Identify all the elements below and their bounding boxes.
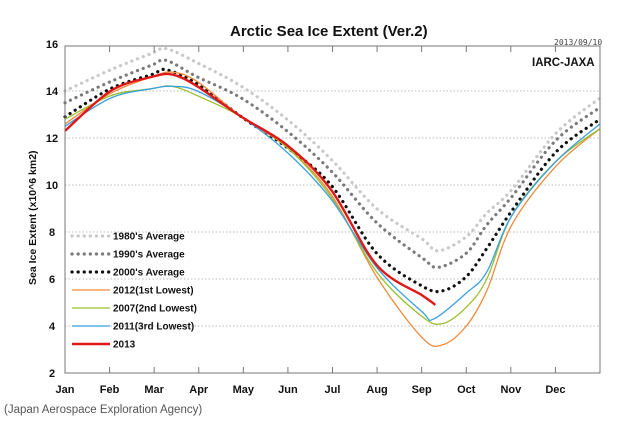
y-tick-label: 4	[49, 321, 56, 333]
legend-label: 2007(2nd Lowest)	[113, 304, 197, 315]
x-tick-label: Mar	[144, 384, 164, 396]
legend-label: 1990's Average	[113, 250, 185, 261]
y-tick-label: 10	[46, 180, 58, 192]
x-tick-label: Jan	[56, 384, 75, 396]
legend-label: 2012(1st Lowest)	[113, 286, 194, 297]
legend-label: 2000's Average	[113, 268, 185, 279]
series-line-2000-s-average	[63, 67, 602, 294]
legend-label: 2013	[113, 340, 136, 351]
chart-title: Arctic Sea Ice Extent (Ver.2)	[230, 23, 428, 40]
date-stamp: 2013/09/10	[554, 38, 602, 47]
x-tick-label: Aug	[366, 384, 387, 396]
y-tick-label: 14	[46, 86, 59, 98]
y-tick-label: 2	[49, 368, 55, 380]
y-tick-label: 8	[49, 227, 55, 239]
series-line-1990-s-average	[63, 58, 602, 269]
x-tick-label: Apr	[189, 384, 209, 396]
x-tick-label: Oct	[457, 384, 476, 396]
legend-label: 2011(3rd Lowest)	[113, 322, 194, 333]
series-line-2013	[64, 72, 437, 306]
x-tick-label: Feb	[100, 384, 120, 396]
x-tick-label: Jul	[325, 384, 341, 396]
y-tick-label: 16	[46, 39, 58, 51]
legend-label: 1980's Average	[113, 232, 185, 243]
x-tick-label: Dec	[545, 384, 565, 396]
x-tick-label: May	[233, 384, 255, 396]
series-line-1980-s-average	[63, 46, 602, 253]
image-caption: (Japan Aerospace Exploration Agency)	[4, 404, 203, 416]
x-tick-label: Nov	[500, 384, 522, 396]
x-tick-label: Sep	[412, 384, 432, 396]
source-label: IARC-JAXA	[532, 57, 595, 69]
y-axis-label: Sea Ice Extent (x10^6 km2)	[27, 150, 39, 285]
y-tick-label: 12	[46, 133, 58, 145]
y-tick-label: 6	[49, 274, 55, 286]
series-line-2011-3rd-lowest	[64, 85, 601, 322]
x-tick-label: Jun	[278, 384, 298, 396]
legend: 1980's Average 1990's Average 2000's Avera…	[70, 232, 197, 351]
series-lines	[63, 46, 602, 348]
y-axis: 2 4 6 8 10 12 14 16	[46, 39, 59, 380]
x-axis: Jan Feb Mar Apr May Jun Jul Aug Sep Oct Nov Dec	[56, 46, 566, 396]
